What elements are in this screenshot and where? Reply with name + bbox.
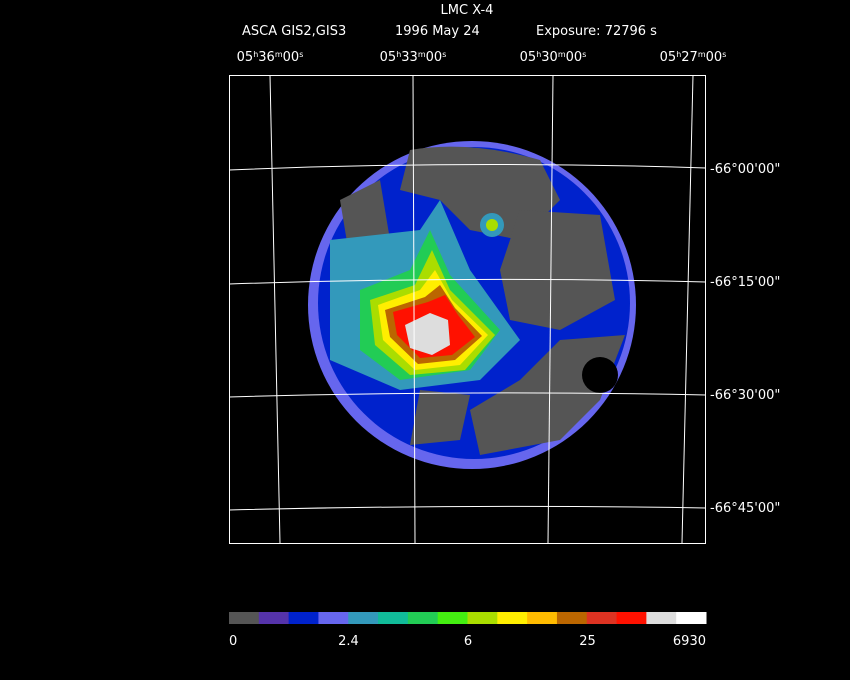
colorbar-swatch [646,612,677,624]
colorbar-swatch [527,612,558,624]
colorbar-swatch [616,612,647,624]
colorbar-swatch [229,612,260,624]
exposure: Exposure: 72796 s [536,24,657,39]
ra-label: 05h33m00s [380,50,447,65]
colorbar-swatch [556,612,588,624]
dec-label: -66°30'00" [710,388,780,403]
dec-labels: -66°00'00" -66°15'00" -66°30'00" -66°45'00" [710,162,780,516]
colorbar-swatch [497,612,528,624]
colorbar-swatch [467,612,498,624]
colorbar-label: 2.4 [338,634,359,649]
title: LMC X-4 [441,3,494,18]
ra-label: 05h30m00s [520,50,587,65]
colorbar-label: 6 [464,634,472,649]
instrument: ASCA GIS2,GIS3 [242,24,346,39]
colorbar-swatch [437,612,468,624]
ra-labels: 05h36m00s 05h33m00s 05h30m00s 05h27m00s [237,50,727,65]
date: 1996 May 24 [395,24,480,39]
colorbar-label: 0 [229,634,237,649]
colorbar-swatch [586,612,618,624]
colorbar-swatch [258,612,290,624]
colorbar: 0 2.4 6 25 6930 [229,612,707,649]
ra-label: 05h27m00s [660,50,727,65]
colorbar-swatch [676,612,707,624]
colorbar-swatch [288,612,319,624]
dec-label: -66°15'00" [710,275,780,290]
ra-label: 05h36m00s [237,50,304,65]
colorbar-label: 6930 [673,634,706,649]
colorbar-swatch [318,612,349,624]
dec-label: -66°00'00" [710,162,780,177]
sky-image [308,141,636,469]
colorbar-label: 25 [579,634,596,649]
colorbar-swatch [407,612,439,624]
colorbar-swatch [348,612,379,624]
coordinate-grid [228,74,707,544]
colorbar-swatch [378,612,409,624]
dec-label: -66°45'00" [710,501,780,516]
